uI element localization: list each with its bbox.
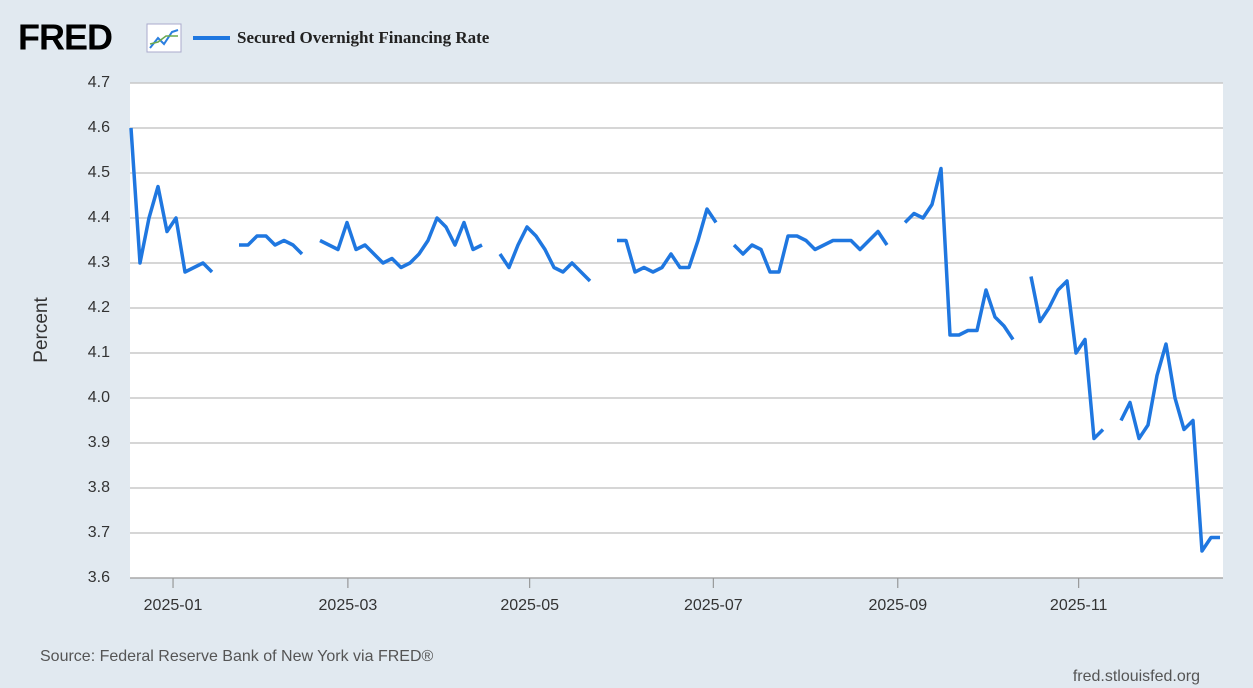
logo: FRED	[18, 17, 112, 58]
x-tick-label: 2025-03	[319, 597, 378, 614]
y-tick-label: 3.7	[88, 524, 110, 541]
x-tick-label: 2025-05	[500, 597, 559, 614]
y-tick-label: 3.6	[88, 569, 110, 586]
x-tick-label: 2025-07	[684, 597, 743, 614]
y-tick-label: 4.0	[88, 389, 110, 406]
legend-label: Secured Overnight Financing Rate	[237, 28, 490, 47]
x-tick-label: 2025-11	[1050, 597, 1108, 614]
y-tick-label: 4.7	[88, 74, 110, 91]
y-tick-label: 4.5	[88, 164, 110, 181]
logo-icon	[146, 23, 182, 53]
y-tick-label: 4.4	[88, 209, 110, 226]
series-line	[129, 127, 1220, 553]
source: Source: Federal Reserve Bank of New York…	[40, 648, 434, 665]
y-tick-label: 3.8	[88, 479, 110, 496]
x-tick-label: 2025-01	[144, 597, 203, 614]
plot-area	[130, 83, 1223, 578]
x-tick-label: 2025-09	[868, 597, 927, 614]
y-axis-label: Percent	[31, 297, 52, 363]
y-tick-label: 4.6	[88, 119, 110, 136]
y-tick-label: 4.3	[88, 254, 110, 271]
y-tick-label: 3.9	[88, 434, 110, 451]
y-tick-label: 4.2	[88, 299, 110, 316]
y-tick-label: 4.1	[88, 344, 110, 361]
site: fred.stlouisfed.org	[1073, 668, 1200, 685]
